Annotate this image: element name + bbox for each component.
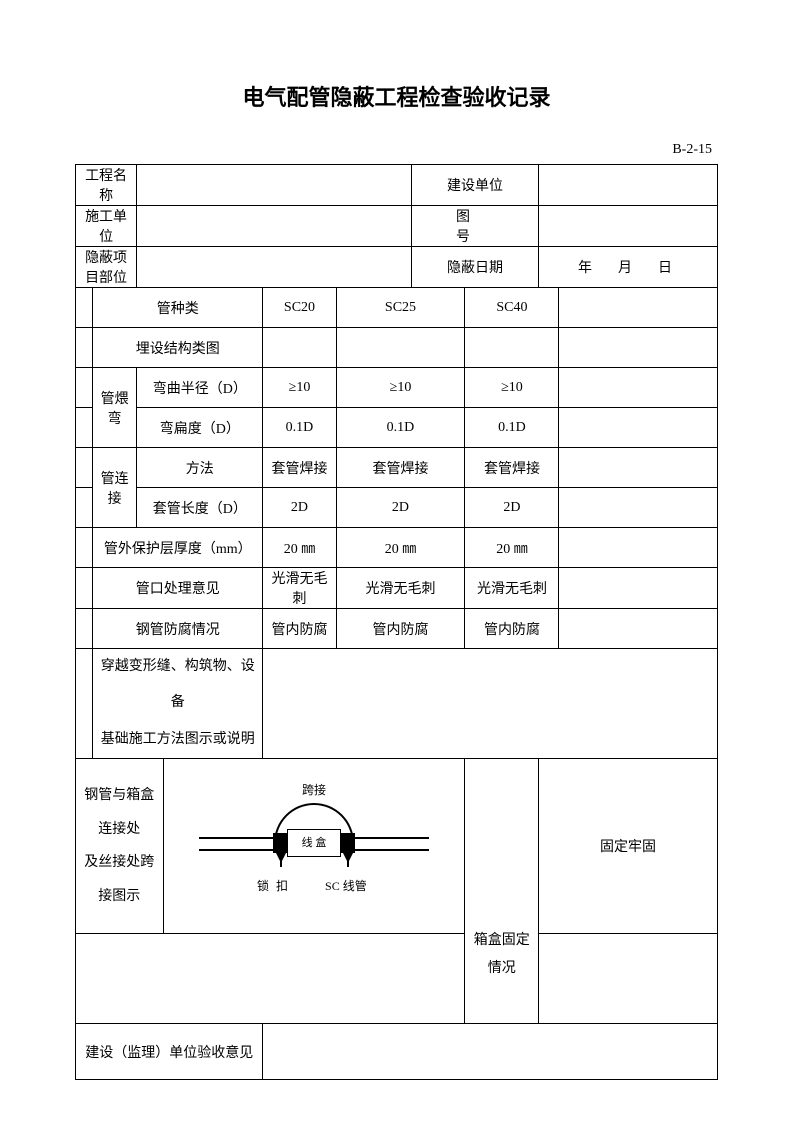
cell: [559, 528, 718, 568]
label-bend-flat: 弯扁度（D）: [137, 408, 263, 448]
blank-area: [539, 934, 718, 1024]
cell: 光滑无毛刺: [263, 568, 336, 609]
cell: 管内防腐: [465, 609, 559, 649]
stub: [76, 368, 93, 408]
cell: [559, 609, 718, 649]
diagram-block: [273, 833, 287, 853]
label-mouth: 管口处理意见: [93, 568, 263, 609]
label-sleeve-len: 套管长度（D）: [137, 488, 263, 528]
cell: ≥10: [263, 368, 336, 408]
cell: 光滑无毛刺: [465, 568, 559, 609]
cell: 套管焊接: [263, 448, 336, 488]
label-box-fixed: 箱盒固定情况: [465, 759, 539, 1024]
label-protect-thk: 管外保护层厚度（mm）: [93, 528, 263, 568]
cell: [263, 328, 336, 368]
cell: 套管焊接: [336, 448, 465, 488]
cell: [336, 328, 465, 368]
cell: 0.1D: [465, 408, 559, 448]
stub: [76, 328, 93, 368]
val-hidden-date: 年 月 日: [539, 247, 718, 288]
diagram-sc-label: SC 线管: [325, 877, 367, 894]
page-title: 电气配管隐蔽工程检查验收记录: [75, 80, 718, 112]
cell: 2D: [336, 488, 465, 528]
cell: [559, 368, 718, 408]
val-constructor: [137, 206, 412, 247]
diagram-kuajie-label: 跨接: [199, 781, 429, 798]
cell: 管内防腐: [263, 609, 336, 649]
val-box-fixed: 固定牢固: [539, 759, 718, 934]
val-project-name: [137, 165, 412, 206]
label-supervisor-opinion: 建设（监理）单位验收意见: [76, 1024, 263, 1080]
label-connection-diagram: 钢管与箱盒连接处及丝接处跨接图示: [76, 759, 164, 934]
col-sc25: SC25: [336, 288, 465, 328]
diagram-suokou-label: 锁 扣: [257, 877, 290, 894]
stub: [76, 528, 93, 568]
stub-col: [76, 288, 93, 328]
stub: [76, 609, 93, 649]
val-supervisor-opinion: [263, 1024, 718, 1080]
label-conn-method: 方法: [137, 448, 263, 488]
label-drawing-no: 图 号: [412, 206, 539, 247]
label-pipe-type: 管种类: [93, 288, 263, 328]
cell: 2D: [263, 488, 336, 528]
cell: 套管焊接: [465, 448, 559, 488]
doc-code: B-2-15: [75, 142, 718, 158]
col-sc20: SC20: [263, 288, 336, 328]
col-extra: [559, 288, 718, 328]
connection-diagram: 跨接 线 盒 锁 扣 SC 线管: [163, 759, 465, 934]
label-builder: 建设单位: [412, 165, 539, 206]
cell: [559, 568, 718, 609]
diagram-arrow: [276, 853, 286, 863]
cell: 20 ㎜: [336, 528, 465, 568]
cell: 20 ㎜: [263, 528, 336, 568]
cell: 0.1D: [263, 408, 336, 448]
cell: 0.1D: [336, 408, 465, 448]
val-builder: [539, 165, 718, 206]
label-buried: 埋设结构类图: [93, 328, 263, 368]
label-conn-group: 管连接: [93, 448, 137, 528]
diagram-box-label: 线 盒: [287, 829, 341, 857]
col-sc40: SC40: [465, 288, 559, 328]
stub: [76, 649, 93, 759]
cell: 2D: [465, 488, 559, 528]
stub: [76, 488, 93, 528]
cell: [559, 328, 718, 368]
diagram-block: [341, 833, 355, 853]
label-project-name: 工程名称: [76, 165, 137, 206]
label-crossing: 穿越变形缝、构筑物、设备基础施工方法图示或说明: [93, 649, 263, 759]
diagram-arrow: [343, 853, 353, 863]
record-table: 工程名称 建设单位 施工单位 图 号 隐蔽项目部位 隐蔽日期 年 月 日 管种类…: [75, 164, 718, 1080]
label-anticorr: 钢管防腐情况: [93, 609, 263, 649]
label-hidden-part: 隐蔽项目部位: [76, 247, 137, 288]
cell: [559, 488, 718, 528]
blank-area: [76, 934, 465, 1024]
cell: [465, 328, 559, 368]
label-bend-radius: 弯曲半径（D）: [137, 368, 263, 408]
label-hidden-date: 隐蔽日期: [412, 247, 539, 288]
cell: ≥10: [465, 368, 559, 408]
stub: [76, 408, 93, 448]
label-bend-group: 管煨弯: [93, 368, 137, 448]
cell: ≥10: [336, 368, 465, 408]
stub: [76, 568, 93, 609]
label-constructor: 施工单位: [76, 206, 137, 247]
cell: [559, 408, 718, 448]
cell: [559, 448, 718, 488]
cell: 20 ㎜: [465, 528, 559, 568]
cell: 光滑无毛刺: [336, 568, 465, 609]
val-hidden-part: [137, 247, 412, 288]
val-crossing: [263, 649, 718, 759]
cell: 管内防腐: [336, 609, 465, 649]
stub: [76, 448, 93, 488]
